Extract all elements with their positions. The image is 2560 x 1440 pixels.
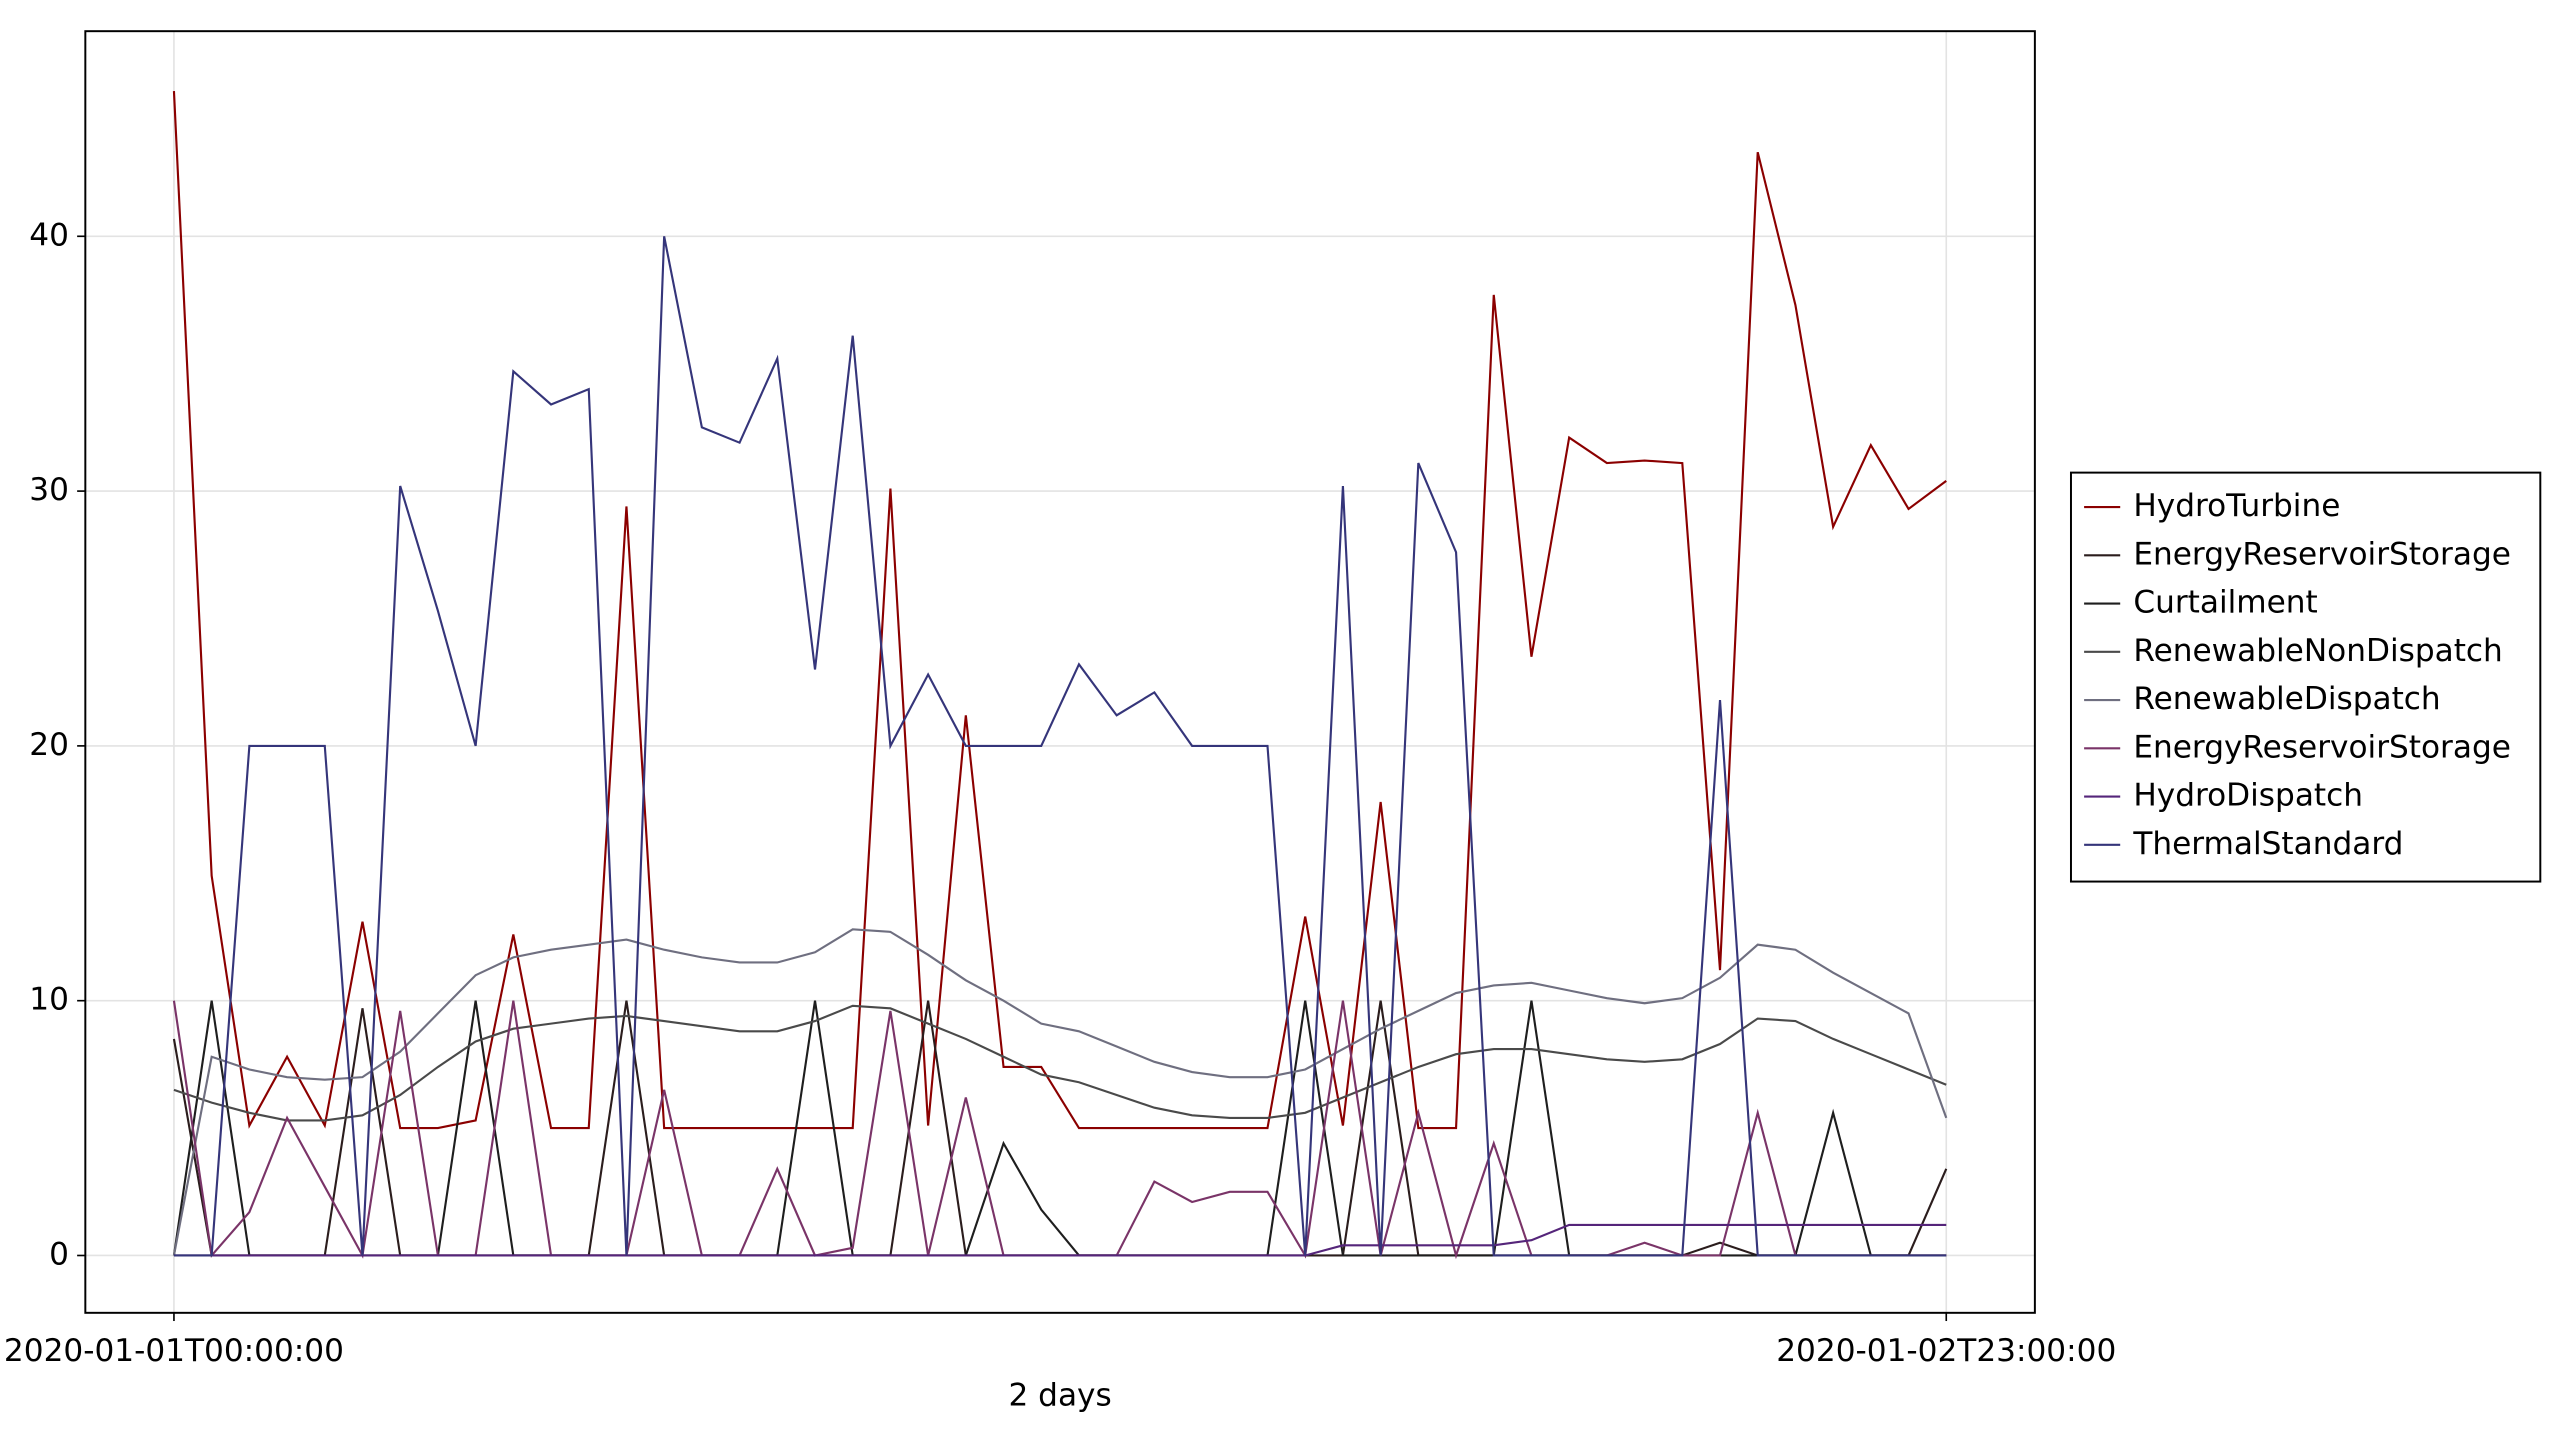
y-tick-label: 20 [29, 727, 69, 763]
y-tick-label: 10 [29, 982, 69, 1018]
legend-label: RenewableNonDispatch [2133, 633, 2502, 669]
series-line [173, 1223, 1947, 1257]
x-tick-label: 2020-01-02T23:00:00 [1776, 1333, 2116, 1369]
plot-frame [84, 30, 2036, 1314]
series-line [172, 928, 1948, 1256]
legend-label: RenewableDispatch [2133, 681, 2440, 717]
legend-label: HydroTurbine [2133, 488, 2340, 524]
legend-label: Curtailment [2133, 585, 2317, 621]
legend-label: EnergyReservoirStorage [2133, 729, 2511, 765]
legend-label: EnergyReservoirStorage [2133, 536, 2511, 572]
series-line [172, 91, 1947, 1130]
y-tick-label: 30 [29, 472, 69, 508]
legend-box [2069, 471, 2542, 883]
x-tick-label: 2020-01-01T00:00:00 [4, 1333, 344, 1369]
series-line [173, 1004, 1947, 1122]
legend-label: ThermalStandard [2132, 826, 2403, 862]
legend-label: HydroDispatch [2133, 778, 2363, 814]
y-tick-label: 40 [29, 217, 69, 253]
y-tick-label: 0 [49, 1236, 69, 1272]
series-line [173, 236, 1947, 1257]
x-axis-label: 2 days [1008, 1378, 1111, 1414]
